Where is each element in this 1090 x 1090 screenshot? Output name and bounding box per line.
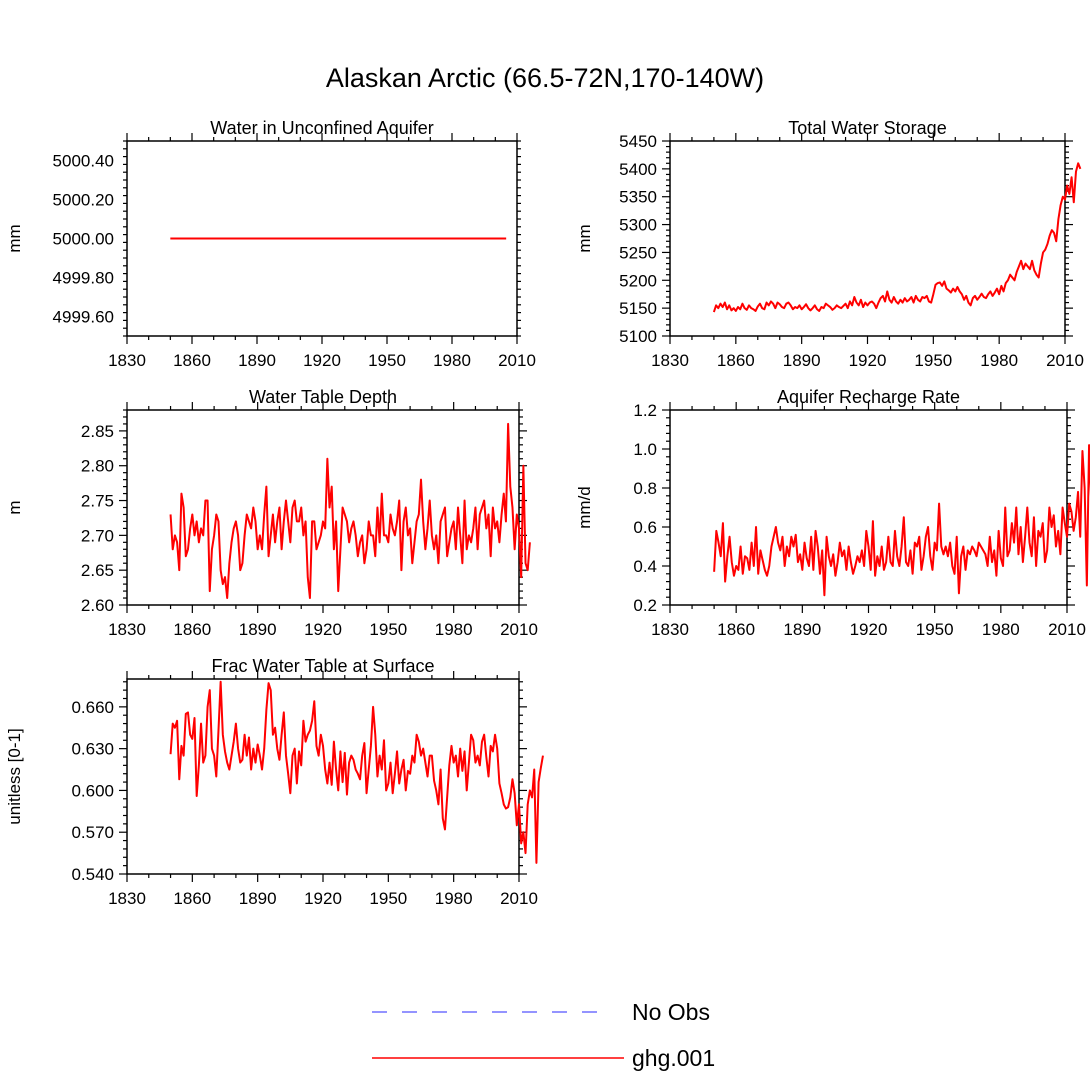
y-tick-label: 5300 xyxy=(619,216,657,235)
y-tick-label: 2.80 xyxy=(81,457,114,476)
x-tick-label: 1890 xyxy=(239,620,277,639)
x-tick-label: 1950 xyxy=(914,351,952,370)
y-axis-label: unitless [0-1] xyxy=(5,728,24,824)
x-tick-label: 1950 xyxy=(916,620,954,639)
chart-panel-0: Water in Unconfined Aquifer 1830 1860 1890 1… xyxy=(5,118,536,370)
y-tick-label: 0.4 xyxy=(633,557,657,576)
series-line-ghg xyxy=(712,162,1082,313)
panel-title: Water in Unconfined Aquifer xyxy=(210,118,433,138)
x-tick-label: 1890 xyxy=(238,351,276,370)
x-tick-label: 1860 xyxy=(173,889,211,908)
x-tick-label: 1890 xyxy=(783,351,821,370)
x-tick-label: 1860 xyxy=(717,351,755,370)
x-tick-label: 1980 xyxy=(980,351,1018,370)
plot-frame xyxy=(126,678,520,875)
y-axis-label: mm xyxy=(5,224,24,252)
y-tick-label: 0.600 xyxy=(71,781,114,800)
panel-title: Frac Water Table at Surface xyxy=(211,656,434,676)
x-tick-label: 1980 xyxy=(435,620,473,639)
x-tick-label: 1830 xyxy=(108,351,146,370)
y-tick-label: 2.65 xyxy=(81,561,114,580)
x-tick-label: 1830 xyxy=(651,620,689,639)
x-tick-label: 1950 xyxy=(369,620,407,639)
y-tick-label: 5400 xyxy=(619,160,657,179)
y-tick-label: 2.60 xyxy=(81,596,114,615)
x-tick-label: 1950 xyxy=(369,889,407,908)
y-tick-label: 1.2 xyxy=(633,401,657,420)
x-tick-label: 1980 xyxy=(982,620,1020,639)
x-tick-label: 1920 xyxy=(303,351,341,370)
chart-panel-4: Frac Water Table at Surface 1830 1860 1890 1… xyxy=(5,656,544,908)
y-tick-label: 5000.40 xyxy=(53,152,114,171)
x-tick-label: 1860 xyxy=(173,620,211,639)
y-tick-label: 5350 xyxy=(619,188,657,207)
x-tick-label: 2010 xyxy=(1046,351,1084,370)
x-tick-label: 1920 xyxy=(850,620,888,639)
x-tick-label: 1890 xyxy=(239,889,277,908)
x-tick-label: 1890 xyxy=(783,620,821,639)
series-line-ghg xyxy=(713,444,1090,597)
y-axis-label: mm xyxy=(575,224,594,252)
x-tick-label: 1920 xyxy=(849,351,887,370)
y-tick-label: 2.70 xyxy=(81,526,114,545)
figure-title: Alaskan Arctic (66.5-72N,170-140W) xyxy=(326,63,764,93)
legend-label-no-obs: No Obs xyxy=(632,999,710,1025)
plot-frame xyxy=(669,409,1068,606)
legend-label-ghg: ghg.001 xyxy=(632,1045,715,1071)
x-tick-label: 1980 xyxy=(435,889,473,908)
plot-frame xyxy=(126,409,520,606)
y-tick-label: 0.570 xyxy=(71,823,114,842)
y-tick-label: 5150 xyxy=(619,299,657,318)
y-tick-label: 0.8 xyxy=(633,479,657,498)
panels: Water in Unconfined Aquifer 1830 1860 1890 1… xyxy=(5,118,1090,908)
x-tick-label: 1950 xyxy=(368,351,406,370)
x-tick-label: 1830 xyxy=(651,351,689,370)
panel-title: Total Water Storage xyxy=(788,118,946,138)
x-tick-label: 2010 xyxy=(500,889,538,908)
y-tick-label: 0.6 xyxy=(633,518,657,537)
y-tick-label: 0.630 xyxy=(71,740,114,759)
x-tick-label: 2010 xyxy=(1048,620,1086,639)
y-tick-label: 5000.20 xyxy=(53,191,114,210)
y-tick-label: 5450 xyxy=(619,132,657,151)
y-tick-label: 1.0 xyxy=(633,440,657,459)
x-tick-label: 2010 xyxy=(500,620,538,639)
panel-title: Water Table Depth xyxy=(249,387,397,407)
legend: No Obs ghg.001 xyxy=(372,999,715,1071)
y-tick-label: 2.75 xyxy=(81,492,114,511)
x-tick-label: 1830 xyxy=(108,620,146,639)
x-tick-label: 1920 xyxy=(304,889,342,908)
series-line-ghg xyxy=(169,680,544,864)
chart-panel-3: Aquifer Recharge Rate 1830 1860 1890 1920 195… xyxy=(575,387,1090,639)
y-tick-label: 5250 xyxy=(619,243,657,262)
y-tick-label: 4999.80 xyxy=(53,269,114,288)
x-tick-label: 1920 xyxy=(304,620,342,639)
chart-panel-2: Water Table Depth 1830 1860 1890 1920 1950 198… xyxy=(5,387,538,639)
chart-panel-1: Total Water Storage 1830 1860 1890 1920 1950 1… xyxy=(575,118,1084,370)
y-tick-label: 0.660 xyxy=(71,698,114,717)
y-tick-label: 0.2 xyxy=(633,596,657,615)
y-tick-label: 5200 xyxy=(619,271,657,290)
y-axis-label: m xyxy=(5,500,24,514)
y-tick-label: 4999.60 xyxy=(53,308,114,327)
y-tick-label: 0.540 xyxy=(71,865,114,884)
series-line-ghg xyxy=(169,422,531,600)
x-tick-label: 1860 xyxy=(173,351,211,370)
y-axis-label: mm/d xyxy=(575,486,594,529)
panel-title: Aquifer Recharge Rate xyxy=(777,387,960,407)
x-tick-label: 1860 xyxy=(717,620,755,639)
x-tick-label: 1980 xyxy=(433,351,471,370)
x-tick-label: 2010 xyxy=(498,351,536,370)
y-tick-label: 2.85 xyxy=(81,422,114,441)
y-tick-label: 5000.00 xyxy=(53,230,114,249)
x-tick-label: 1830 xyxy=(108,889,146,908)
y-tick-label: 5100 xyxy=(619,327,657,346)
